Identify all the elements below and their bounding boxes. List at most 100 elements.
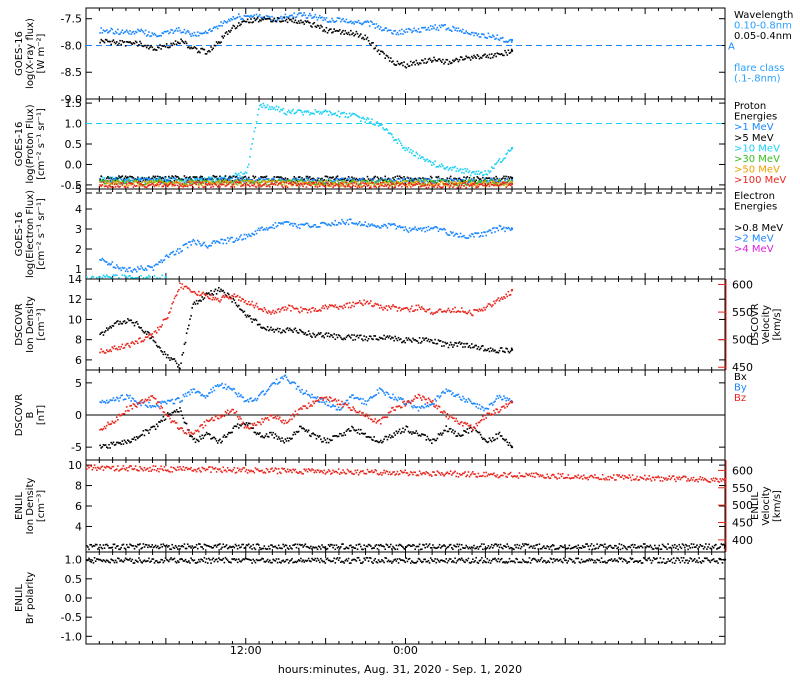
data-point bbox=[150, 266, 152, 268]
data-point bbox=[396, 180, 399, 183]
data-point bbox=[492, 180, 494, 183]
data-point bbox=[100, 259, 103, 261]
data-point bbox=[267, 184, 270, 186]
data-point bbox=[228, 18, 230, 21]
data-point bbox=[443, 310, 445, 312]
data-point bbox=[478, 36, 481, 38]
data-point bbox=[330, 406, 332, 408]
data-point bbox=[224, 239, 227, 241]
data-point bbox=[150, 337, 152, 339]
data-point bbox=[377, 177, 380, 180]
data-point bbox=[196, 178, 199, 181]
data-point bbox=[449, 178, 452, 180]
data-point bbox=[362, 224, 364, 227]
data-point bbox=[292, 181, 294, 184]
data-point bbox=[504, 157, 506, 159]
data-point bbox=[250, 182, 252, 184]
data-point bbox=[175, 180, 178, 183]
data-point bbox=[189, 182, 191, 185]
data-point bbox=[393, 30, 395, 32]
data-point bbox=[473, 183, 475, 186]
data-point bbox=[401, 177, 403, 179]
data-point bbox=[302, 308, 304, 310]
data-point bbox=[132, 42, 135, 44]
data-point bbox=[147, 265, 149, 267]
data-point bbox=[507, 182, 510, 185]
data-point bbox=[363, 184, 365, 187]
data-point bbox=[453, 180, 455, 182]
data-point bbox=[412, 178, 414, 180]
data-point bbox=[191, 291, 193, 293]
data-point bbox=[105, 39, 108, 41]
data-point bbox=[204, 294, 207, 297]
data-point bbox=[233, 180, 236, 183]
data-point bbox=[357, 336, 360, 339]
data-point bbox=[344, 223, 347, 226]
data-point bbox=[460, 342, 463, 344]
data-point bbox=[135, 340, 138, 343]
data-point bbox=[190, 181, 192, 184]
data-point bbox=[458, 30, 461, 32]
data-point bbox=[375, 338, 378, 340]
data-point bbox=[474, 344, 476, 347]
data-point bbox=[318, 27, 321, 30]
legend-entry: 0.05-0.4nm bbox=[734, 31, 792, 42]
data-point bbox=[438, 183, 441, 185]
data-point bbox=[286, 327, 289, 329]
data-point bbox=[347, 185, 350, 188]
data-point bbox=[354, 185, 357, 188]
data-point bbox=[214, 26, 217, 29]
data-point bbox=[222, 294, 225, 297]
data-point bbox=[422, 177, 424, 179]
data-point bbox=[506, 41, 509, 43]
data-point bbox=[137, 182, 139, 185]
data-point bbox=[432, 341, 434, 344]
data-point bbox=[407, 337, 410, 340]
data-point bbox=[299, 311, 301, 314]
data-point bbox=[280, 176, 282, 178]
data-point bbox=[500, 182, 503, 185]
data-point bbox=[387, 305, 390, 307]
data-point bbox=[436, 165, 439, 168]
data-point bbox=[117, 348, 119, 351]
data-point bbox=[123, 398, 126, 401]
data-point bbox=[310, 14, 312, 17]
data-point bbox=[295, 111, 298, 113]
data-point bbox=[431, 180, 433, 183]
data-point bbox=[457, 27, 460, 30]
data-point bbox=[163, 183, 166, 186]
data-point bbox=[382, 185, 384, 187]
data-point bbox=[103, 182, 106, 185]
data-point bbox=[295, 225, 298, 228]
data-point bbox=[310, 184, 312, 187]
data-point bbox=[428, 184, 431, 187]
data-point bbox=[458, 181, 461, 184]
data-point bbox=[338, 305, 341, 308]
y-tick-label: 5 bbox=[75, 183, 82, 196]
data-point bbox=[333, 184, 335, 187]
data-point bbox=[296, 109, 299, 112]
data-point bbox=[475, 182, 477, 185]
data-point bbox=[222, 180, 225, 182]
data-point bbox=[155, 178, 158, 181]
data-point bbox=[102, 29, 105, 31]
data-point bbox=[234, 392, 237, 394]
data-point bbox=[334, 181, 337, 184]
data-point bbox=[377, 183, 380, 185]
data-point bbox=[280, 182, 282, 184]
data-point bbox=[299, 12, 301, 14]
data-point bbox=[499, 183, 502, 185]
data-point bbox=[353, 34, 355, 37]
data-point bbox=[436, 26, 439, 29]
data-point bbox=[264, 182, 267, 185]
data-point bbox=[132, 180, 135, 183]
data-point bbox=[128, 179, 130, 181]
data-point bbox=[468, 170, 471, 172]
data-point bbox=[210, 294, 212, 297]
data-point bbox=[209, 177, 211, 180]
data-point bbox=[128, 275, 130, 277]
data-point bbox=[117, 177, 119, 180]
data-point bbox=[230, 236, 232, 239]
data-point bbox=[173, 402, 176, 405]
